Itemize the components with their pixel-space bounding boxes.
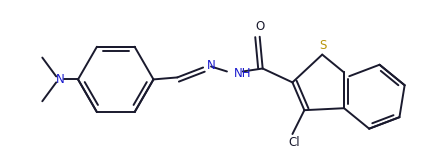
Text: NH: NH xyxy=(234,67,251,80)
Text: N: N xyxy=(56,73,65,86)
Text: S: S xyxy=(319,39,327,52)
Text: O: O xyxy=(255,20,264,33)
Text: N: N xyxy=(207,59,216,72)
Text: Cl: Cl xyxy=(288,137,300,149)
